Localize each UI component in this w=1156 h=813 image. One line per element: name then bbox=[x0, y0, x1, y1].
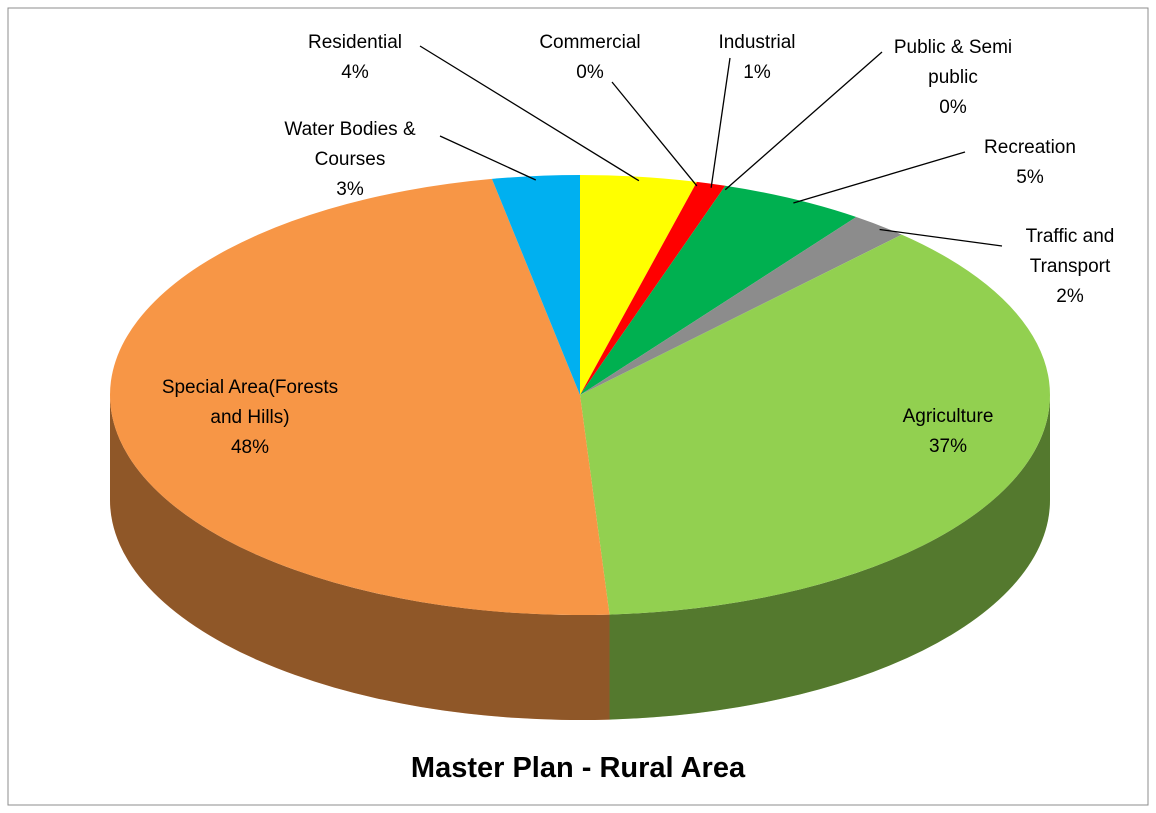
slice-label: Recreation 5% bbox=[955, 133, 1105, 193]
value-label: 1% bbox=[743, 62, 771, 83]
category-label: Traffic and Transport bbox=[1025, 226, 1115, 277]
category-label: Residential bbox=[308, 32, 402, 53]
category-label: Commercial bbox=[539, 32, 641, 53]
category-label: Agriculture bbox=[902, 406, 994, 427]
category-label: Special Area(Forests and Hills) bbox=[161, 377, 339, 428]
leader-line bbox=[611, 81, 698, 187]
value-label: 3% bbox=[336, 179, 364, 200]
chart-title: Master Plan - Rural Area bbox=[410, 752, 746, 784]
value-label: 2% bbox=[1056, 286, 1084, 307]
slice-label: Industrial 1% bbox=[697, 28, 817, 88]
value-label: 48% bbox=[230, 437, 270, 458]
slice-side-shade bbox=[609, 395, 1050, 720]
leader-line bbox=[793, 151, 966, 204]
slice-label: Residential 4% bbox=[275, 28, 435, 88]
chart-border bbox=[7, 7, 1149, 806]
slice-side-shade bbox=[110, 395, 610, 720]
pie-tops bbox=[110, 175, 1050, 615]
leader-line bbox=[439, 135, 537, 181]
pie-sides bbox=[110, 395, 1050, 720]
category-label: Public & Semi public bbox=[893, 37, 1013, 88]
slice bbox=[580, 185, 857, 395]
leader-line bbox=[710, 57, 731, 188]
slice-side bbox=[110, 395, 610, 720]
slice-label: Special Area(Forests and Hills) 48% bbox=[155, 373, 345, 463]
leader-line bbox=[879, 228, 1003, 247]
slice bbox=[580, 175, 697, 395]
value-label: 0% bbox=[576, 62, 604, 83]
slice-label: Agriculture 37% bbox=[858, 402, 1038, 462]
slice bbox=[580, 234, 1050, 615]
value-label: 37% bbox=[928, 436, 968, 457]
leader-line bbox=[419, 45, 640, 182]
leader-line bbox=[724, 51, 883, 191]
slice-label: Water Bodies & Courses 3% bbox=[250, 115, 450, 205]
category-label: Recreation bbox=[984, 137, 1076, 158]
slice-label: Commercial 0% bbox=[510, 28, 670, 88]
value-label: 5% bbox=[1016, 167, 1044, 188]
slice-label: Traffic and Transport 2% bbox=[995, 222, 1145, 312]
slice bbox=[580, 181, 726, 395]
leader-lines bbox=[419, 45, 1003, 247]
slice bbox=[580, 217, 902, 395]
category-label: Water Bodies & Courses bbox=[284, 119, 416, 170]
slice-label: Public & Semi public 0% bbox=[868, 33, 1038, 123]
category-label: Industrial bbox=[718, 32, 796, 53]
value-label: 4% bbox=[341, 62, 369, 83]
slice bbox=[110, 178, 610, 615]
slice bbox=[491, 175, 580, 395]
value-label: 0% bbox=[939, 97, 967, 118]
slice-side bbox=[609, 395, 1050, 720]
